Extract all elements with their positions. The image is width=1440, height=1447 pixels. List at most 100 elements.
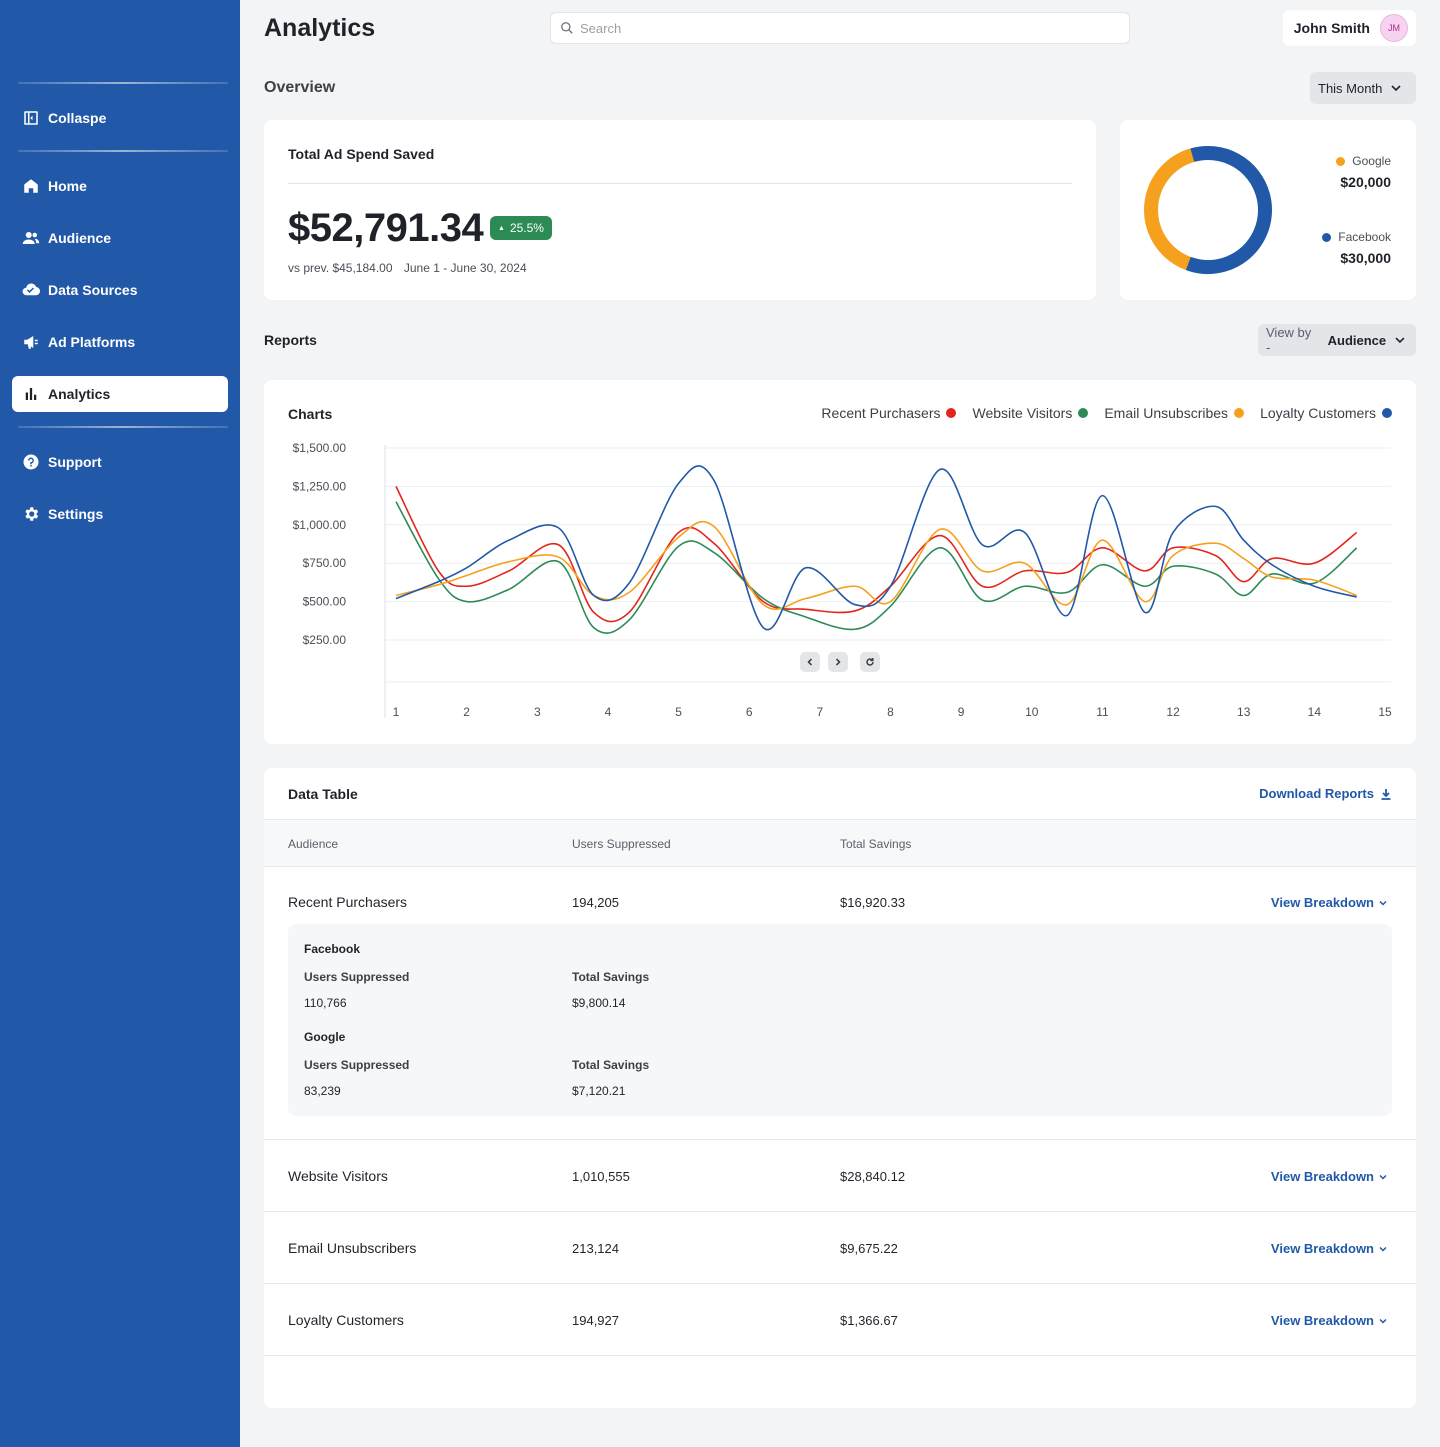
change-badge: ▲ 25.5%	[490, 216, 552, 240]
legend-dot	[946, 408, 957, 418]
x-tick-label: 9	[958, 705, 965, 719]
sidebar-divider	[18, 150, 228, 152]
breakdown-panel: Facebook Users Suppressed Total Savings …	[288, 924, 1392, 1116]
x-tick-label: 5	[675, 705, 682, 719]
page-title: Analytics	[264, 14, 376, 42]
legend-facebook: Facebook	[1322, 230, 1391, 244]
facebook-value: $30,000	[1340, 250, 1391, 266]
y-tick-label: $250.00	[303, 633, 347, 647]
view-by-value: Audience	[1327, 332, 1387, 348]
download-reports-button[interactable]: Download Reports	[1259, 786, 1392, 801]
search-input[interactable]	[580, 20, 1100, 36]
cell-savings: $9,675.22	[840, 1241, 898, 1256]
legend-dot	[1322, 232, 1332, 242]
sidebar-collapse-button[interactable]: Collaspe	[12, 100, 228, 136]
breakdown-users-label: Users Suppressed	[304, 970, 410, 984]
donut-chart	[1144, 146, 1272, 274]
sidebar-item-home[interactable]: Home	[12, 168, 228, 204]
breakdown-savings-label: Total Savings	[572, 970, 650, 984]
view-breakdown-button[interactable]: View Breakdown	[1271, 1169, 1388, 1184]
period-dropdown-label: This Month	[1318, 80, 1383, 96]
column-header: Users Suppressed	[572, 837, 671, 851]
donut-slice-google	[1144, 146, 1272, 274]
breakdown-savings-label: Total Savings	[572, 1058, 650, 1072]
user-name: John Smith	[1293, 20, 1370, 36]
sidebar-item-audience[interactable]: Audience	[12, 220, 228, 256]
total-card-title: Total Ad Spend Saved	[288, 146, 435, 162]
cell-users: 194,205	[572, 895, 619, 910]
legend-dot	[1234, 408, 1245, 418]
cloud-check-icon	[22, 283, 40, 296]
legend-label: Loyalty Customers	[1260, 405, 1376, 421]
chart-prev-button[interactable]	[800, 652, 820, 672]
view-breakdown-label: View Breakdown	[1270, 1169, 1374, 1184]
view-by-dropdown[interactable]: View by - Audience	[1258, 324, 1416, 356]
chart-next-button[interactable]	[828, 652, 848, 672]
legend-label: Email Unsubscribes	[1104, 405, 1229, 421]
view-breakdown-label: View Breakdown	[1270, 1241, 1374, 1256]
help-icon	[23, 454, 39, 470]
breakdown-savings: $9,800.14	[572, 996, 626, 1010]
y-tick-label: $1,000.00	[293, 518, 347, 532]
chevron-down-icon	[1379, 1318, 1387, 1324]
legend-dot	[1078, 408, 1089, 418]
period-dropdown[interactable]: This Month	[1310, 72, 1416, 104]
chevron-down-icon	[1391, 85, 1401, 92]
chevron-down-icon	[1379, 900, 1387, 906]
search-icon	[561, 22, 573, 34]
x-tick-label: 8	[887, 705, 894, 719]
collapse-icon	[24, 111, 38, 125]
megaphone-icon	[24, 336, 38, 349]
date-range: June 1 - June 30, 2024	[403, 261, 527, 275]
bar-chart-icon	[25, 388, 37, 400]
google-value: $20,000	[1340, 174, 1391, 190]
cell-users: 1,010,555	[572, 1169, 630, 1184]
legend-website-visitors: Website Visitors	[972, 405, 1089, 421]
search-bar[interactable]	[550, 12, 1130, 44]
x-tick-label: 2	[463, 705, 470, 719]
download-icon	[1381, 788, 1391, 800]
line-chart: $1,500.00 $1,250.00 $1,000.00 $750.00 $500.0…	[293, 441, 1392, 719]
users-icon	[22, 232, 40, 244]
card-divider	[288, 183, 1072, 184]
x-tick-label: 15	[1378, 705, 1392, 719]
reports-heading: Reports	[264, 332, 317, 348]
user-menu[interactable]: John Smith JM	[1283, 10, 1416, 46]
series-line-1	[395, 501, 1358, 634]
x-tick-label: 1	[393, 705, 400, 719]
series-line-0	[395, 486, 1358, 623]
view-by-prefix: View by -	[1266, 325, 1312, 355]
x-tick-label: 4	[605, 705, 612, 719]
view-breakdown-button[interactable]: View Breakdown	[1271, 895, 1388, 910]
view-breakdown-label: View Breakdown	[1270, 1313, 1374, 1328]
chart-reset-button[interactable]	[860, 652, 880, 672]
sidebar-item-data-sources[interactable]: Data Sources	[12, 272, 228, 308]
sidebar-divider	[18, 426, 228, 428]
view-breakdown-button[interactable]: View Breakdown	[1271, 1313, 1388, 1328]
x-tick-label: 6	[746, 705, 753, 719]
download-label: Download Reports	[1259, 786, 1374, 801]
total-ad-spend-card: Total Ad Spend Saved $52,791.34 ▲ 25.5% …	[264, 120, 1096, 300]
breakdown-users-label: Users Suppressed	[304, 1058, 410, 1072]
sidebar-item-support[interactable]: Support	[12, 444, 228, 480]
sidebar-item-analytics[interactable]: Analytics	[12, 376, 228, 412]
breakdown-savings: $7,120.21	[572, 1084, 626, 1098]
y-tick-label: $500.00	[303, 595, 347, 609]
legend-label: Recent Purchasers	[821, 405, 941, 421]
sidebar-collapse-label: Collaspe	[48, 110, 107, 126]
arrow-up-icon: ▲	[498, 224, 505, 232]
breakdown-platform: Facebook	[304, 942, 361, 956]
sidebar-item-settings[interactable]: Settings	[12, 496, 228, 532]
cell-audience: Website Visitors	[288, 1168, 388, 1184]
x-tick-label: 12	[1166, 705, 1180, 719]
breakdown-users: 83,239	[304, 1084, 341, 1098]
sidebar-item-ad-platforms[interactable]: Ad Platforms	[12, 324, 228, 360]
table-header: Audience Users Suppressed Total Savings	[264, 819, 1416, 867]
table-title: Data Table	[288, 786, 358, 802]
view-breakdown-button[interactable]: View Breakdown	[1271, 1241, 1388, 1256]
sidebar-divider	[18, 82, 228, 84]
legend-email-unsubscribes: Email Unsubscribes	[1104, 405, 1245, 421]
chart-title: Charts	[288, 406, 333, 422]
legend-google: Google	[1336, 154, 1391, 168]
legend-dot	[1336, 156, 1346, 166]
